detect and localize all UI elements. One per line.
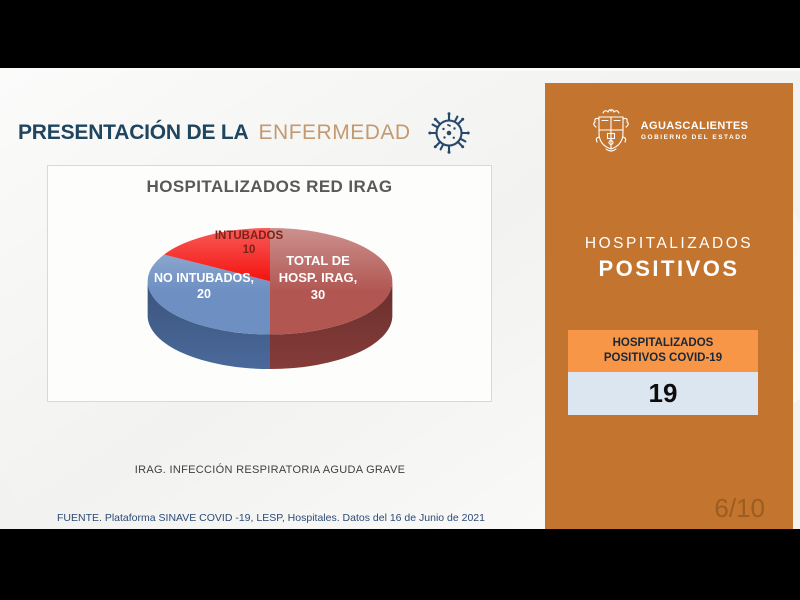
slide-title: PRESENTACIÓN DE LA ENFERMEDAD <box>18 109 473 157</box>
pie-label-total-line2: HOSP. IRAG, <box>278 270 358 285</box>
state-gov-label: GOBIERNO DEL ESTADO <box>640 134 748 141</box>
positives-stat-box: HOSPITALIZADOS POSITIVOS COVID-19 19 <box>568 330 758 415</box>
presentation-slide: PRESENTACIÓN DE LA ENFERMEDAD <box>0 68 800 529</box>
stat-box-header: HOSPITALIZADOS POSITIVOS COVID-19 <box>568 330 758 372</box>
pie-sheen <box>147 227 393 335</box>
pie-side-shade <box>147 281 393 370</box>
virus-icon <box>427 112 470 154</box>
sidebar-heading-line2: POSITIVOS <box>598 256 740 281</box>
page-number: 6/10 <box>714 493 765 523</box>
sidebar-heading: HOSPITALIZADOS POSITIVOS <box>545 235 793 282</box>
state-name: AGUASCALIENTES <box>640 120 749 132</box>
pie-label-intubados-value: 10 <box>242 244 256 256</box>
pie-label-nointubados-value: 20 <box>197 287 211 301</box>
pie-label-total-line1: TOTAL DE <box>286 253 350 268</box>
coat-of-arms-icon <box>592 109 629 152</box>
pie-label-total-value: 30 <box>310 287 326 302</box>
state-logo-text: AGUASCALIENTES GOBIERNO DEL ESTADO <box>641 120 749 141</box>
slide-title-light: ENFERMEDAD <box>258 121 411 144</box>
irag-definition-note: IRAG. INFECCIÓN RESPIRATORIA AGUDA GRAVE <box>134 464 406 476</box>
slide-title-dark: PRESENTACIÓN DE LA <box>18 121 249 144</box>
chart-title: HOSPITALIZADOS RED IRAG <box>146 177 393 196</box>
source-note: FUENTE. Plataforma SINAVE COVID -19, LES… <box>57 512 485 524</box>
sidebar-heading-line1: HOSPITALIZADOS <box>584 235 754 252</box>
pie-label-intubados-name: INTUBADOS <box>214 230 284 242</box>
pie-label-nointubados: NO INTUBADOS, 20 <box>144 270 264 302</box>
stat-box-label-line1: HOSPITALIZADOS <box>612 337 714 349</box>
pie-label-total: TOTAL DE HOSP. IRAG, 30 <box>258 252 378 303</box>
pie-label-nointubados-name: NO INTUBADOS, <box>154 271 254 285</box>
stat-box-value: 19 <box>568 372 758 415</box>
chart-panel: HOSPITALIZADOS RED IRAG <box>47 165 492 402</box>
pie-chart <box>147 227 393 370</box>
pie-label-intubados: INTUBADOS 10 <box>189 229 309 257</box>
stat-box-label-line2: POSITIVOS COVID-19 <box>603 352 723 364</box>
state-logo: AGUASCALIENTES GOBIERNO DEL ESTADO <box>545 107 793 154</box>
sidebar-hospitalizados: AGUASCALIENTES GOBIERNO DEL ESTADO HOSPI… <box>545 83 793 529</box>
